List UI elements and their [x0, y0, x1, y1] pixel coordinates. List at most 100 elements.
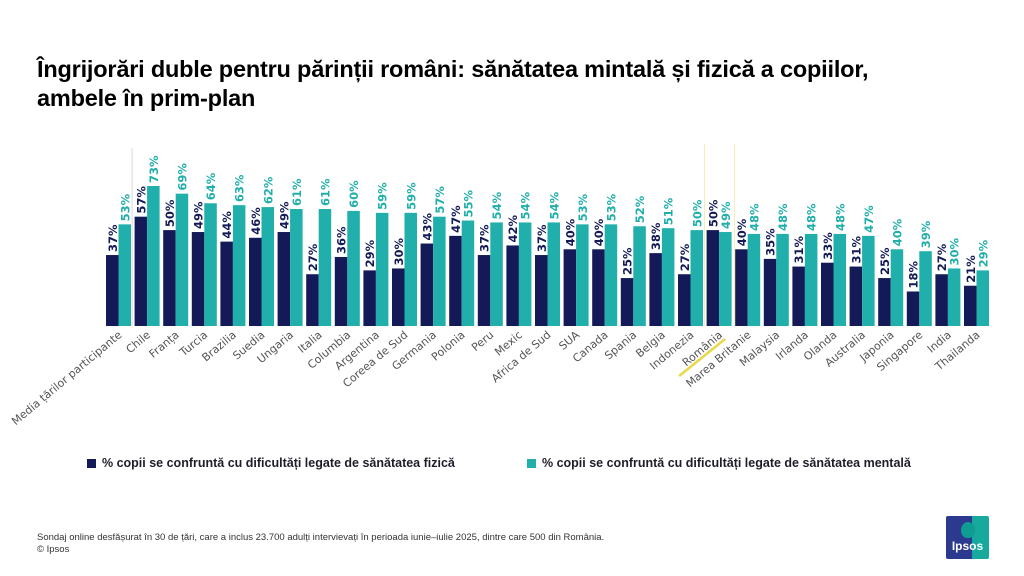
- bar-mental: [261, 207, 274, 326]
- bar-mental: [290, 209, 303, 326]
- data-label-physical: 35%: [764, 228, 778, 256]
- data-label-mental: 59%: [404, 182, 418, 210]
- bar-mental: [919, 251, 932, 326]
- data-label-physical: 47%: [449, 205, 463, 233]
- data-label-mental: 29%: [976, 239, 990, 267]
- data-label-mental: 69%: [175, 163, 189, 191]
- bar-mental: [947, 268, 961, 326]
- data-label-physical: 50%: [163, 199, 177, 227]
- bar-mental: [232, 205, 246, 326]
- bar-physical: [306, 274, 319, 326]
- data-label-mental: 48%: [747, 203, 761, 231]
- data-label-physical: 42%: [506, 214, 520, 242]
- bar-physical: [449, 235, 462, 326]
- bar-physical: [334, 256, 348, 326]
- data-label-physical: 31%: [849, 236, 863, 264]
- bar-physical: [106, 255, 119, 326]
- data-label-mental: 50%: [690, 199, 704, 227]
- data-label-physical: 37%: [106, 224, 120, 252]
- chart-title: Îngrijorări duble pentru părinții români…: [37, 56, 869, 111]
- data-label-physical: 29%: [363, 239, 377, 267]
- bar-physical: [563, 249, 577, 326]
- x-tick-label: Peru: [469, 328, 496, 354]
- data-label-mental: 53%: [576, 193, 590, 221]
- bar-physical: [277, 232, 291, 326]
- data-label-physical: 27%: [678, 243, 692, 271]
- x-tick-label: Franța: [147, 328, 182, 360]
- ipsos-logo: Ipsos: [946, 516, 989, 559]
- data-label-physical: 50%: [706, 199, 720, 227]
- bar-physical: [163, 230, 176, 326]
- data-label-mental: 53%: [604, 193, 618, 221]
- footer-source: Sondaj online desfășurat în 30 de țări, …: [37, 532, 605, 543]
- bar-physical: [134, 216, 148, 326]
- data-label-physical: 44%: [220, 211, 234, 239]
- bar-physical: [477, 255, 491, 326]
- bar-mental: [890, 249, 904, 326]
- bar-physical: [792, 266, 805, 326]
- data-label-mental: 63%: [233, 174, 247, 202]
- data-label-physical: 43%: [420, 213, 434, 241]
- bar-mental: [633, 226, 646, 326]
- bar-physical: [706, 230, 720, 326]
- data-label-mental: 51%: [662, 197, 676, 225]
- bar-physical: [935, 274, 948, 326]
- data-label-physical: 49%: [192, 201, 206, 229]
- data-label-mental: 53%: [118, 193, 132, 221]
- data-label-mental: 40%: [890, 218, 904, 246]
- bar-physical: [392, 268, 405, 326]
- data-label-physical: 57%: [134, 186, 148, 214]
- footer-note: Sondaj online desfășurat în 30 de țări, …: [37, 532, 604, 556]
- data-label-physical: 31%: [792, 236, 806, 264]
- bar-mental: [118, 224, 131, 326]
- bar-mental: [747, 233, 761, 326]
- bar-mental: [976, 270, 989, 326]
- bar-physical: [821, 262, 834, 326]
- data-label-mental: 49%: [719, 201, 733, 229]
- bar-physical: [620, 278, 634, 326]
- data-label-mental: 39%: [919, 220, 933, 248]
- x-tick-label: Spania: [602, 328, 639, 362]
- data-label-physical: 30%: [392, 237, 406, 265]
- data-label-mental: 48%: [776, 203, 790, 231]
- bar-mental: [204, 203, 217, 326]
- bar-physical: [363, 270, 376, 326]
- bar-physical: [191, 232, 205, 326]
- data-label-physical: 40%: [563, 218, 577, 246]
- legend-swatch-physical: [87, 458, 96, 468]
- data-label-mental: 54%: [547, 191, 561, 219]
- bar-physical: [735, 249, 748, 326]
- data-label-physical: 27%: [306, 243, 320, 271]
- data-label-mental: 30%: [948, 237, 962, 265]
- bar-physical: [849, 266, 863, 326]
- legend-item-physical: % copii se confruntă cu dificultăți lega…: [87, 454, 455, 472]
- bar-physical: [678, 274, 691, 326]
- bar-mental: [576, 224, 589, 326]
- legend-swatch-mental: [527, 458, 536, 468]
- bar-mental: [862, 235, 875, 326]
- highlight-underline: [678, 338, 726, 377]
- data-label-physical: 37%: [478, 224, 492, 252]
- bar-physical: [249, 237, 262, 326]
- bar-mental: [604, 224, 618, 326]
- bar-mental: [690, 230, 703, 326]
- data-label-physical: 40%: [592, 218, 606, 246]
- bar-mental: [433, 216, 446, 326]
- data-label-physical: 46%: [249, 207, 263, 235]
- data-label-mental: 61%: [290, 178, 304, 206]
- data-label-mental: 64%: [204, 172, 218, 200]
- bar-mental: [461, 220, 475, 326]
- data-label-mental: 54%: [490, 191, 504, 219]
- bar-mental: [375, 212, 389, 326]
- data-label-physical: 25%: [878, 247, 892, 275]
- bar-physical: [906, 291, 920, 326]
- bar-mental: [804, 233, 818, 326]
- data-label-mental: 60%: [347, 180, 361, 208]
- bar-mental: [490, 222, 503, 326]
- data-label-mental: 59%: [376, 182, 390, 210]
- x-tick-label: Media țărilor participante: [9, 328, 124, 428]
- bar-physical: [763, 258, 777, 326]
- data-label-mental: 73%: [147, 155, 161, 183]
- data-label-physical: 38%: [649, 222, 663, 250]
- bar-physical: [535, 255, 548, 326]
